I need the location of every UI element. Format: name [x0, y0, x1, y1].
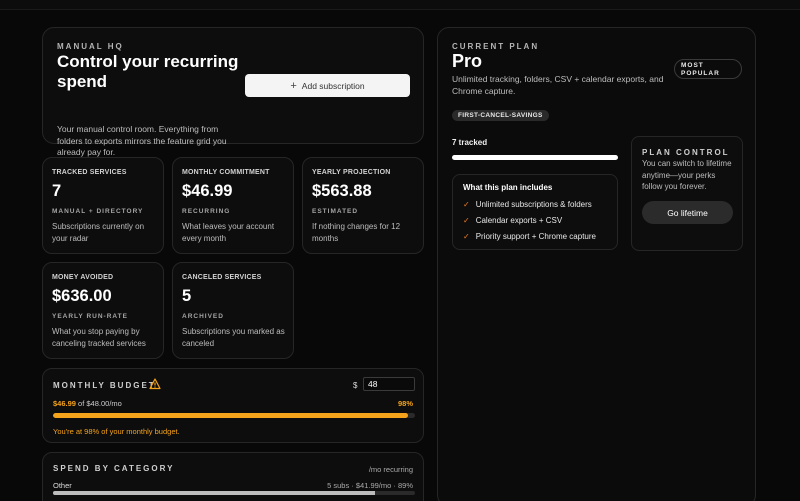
stat-sub: RECURRING: [182, 208, 231, 215]
plan-name: Pro: [452, 51, 483, 71]
stat-sub: ARCHIVED: [182, 313, 224, 320]
budget-title: MONTHLY BUDGET: [53, 381, 156, 390]
stat-desc: What you stop paying by canceling tracke…: [52, 327, 146, 348]
stat-label: MONTHLY COMMITMENT: [182, 169, 270, 176]
budget-currency: $: [353, 381, 358, 390]
tracked-progress-fill: [452, 155, 618, 160]
stat-sub: ESTIMATED: [312, 208, 359, 215]
category-title: SPEND BY CATEGORY: [53, 464, 175, 473]
plan-control-card: PLAN CONTROL You can switch to lifetime …: [631, 136, 743, 251]
feature-label: Unlimited subscriptions & folders: [475, 200, 592, 209]
add-subscription-label: Add subscription: [301, 80, 365, 91]
budget-spent: $46.99 of $48.00/mo: [53, 399, 122, 408]
page-title: Control your recurring spend: [57, 52, 239, 91]
current-plan-card: CURRENT PLAN Pro Unlimited tracking, fol…: [437, 27, 756, 501]
budget-progress-bar: [53, 413, 415, 418]
check-icon: ✓: [463, 216, 470, 225]
stat-value: $46.99: [182, 182, 233, 200]
stat-label: MONEY AVOIDED: [52, 274, 114, 281]
feature-item: ✓ Priority support + Chrome capture: [463, 232, 596, 241]
warning-icon: [149, 378, 161, 390]
monthly-budget-card: MONTHLY BUDGET $ $46.99 of $48.00/mo 98%…: [42, 368, 424, 443]
stat-desc: Subscriptions you marked as canceled: [182, 327, 285, 348]
plan-eyebrow: CURRENT PLAN: [452, 42, 540, 51]
category-bar-fill: [53, 491, 376, 495]
stat-label: YEARLY PROJECTION: [312, 169, 391, 176]
add-subscription-button[interactable]: + Add subscription: [245, 74, 410, 97]
most-popular-badge: MOST POPULAR: [674, 59, 742, 79]
hero-eyebrow: MANUAL HQ: [57, 42, 124, 51]
stat-tracked-services: TRACKED SERVICES 7 MANUAL + DIRECTORY Su…: [42, 157, 164, 254]
stat-value: $636.00: [52, 287, 112, 305]
plus-icon: +: [290, 79, 297, 92]
plan-control-description: You can switch to lifetime anytime—your …: [642, 159, 732, 191]
stat-money-avoided: MONEY AVOIDED $636.00 YEARLY RUN-RATE Wh…: [42, 262, 164, 359]
budget-percent: 98%: [397, 399, 413, 408]
feature-label: Calendar exports + CSV: [475, 216, 563, 225]
category-meta: 5 subs · $41.99/mo · 89%: [327, 481, 413, 490]
feature-label: Priority support + Chrome capture: [475, 232, 596, 241]
stat-label: CANCELED SERVICES: [182, 274, 262, 281]
hero-description: Your manual control room. Everything fro…: [57, 124, 227, 157]
feature-item: ✓ Unlimited subscriptions & folders: [463, 200, 592, 209]
tracked-count: 7 tracked: [452, 138, 488, 147]
stat-yearly-projection: YEARLY PROJECTION $563.88 ESTIMATED If n…: [302, 157, 424, 254]
go-lifetime-button[interactable]: Go lifetime: [642, 201, 733, 224]
stat-desc: If nothing changes for 12 months: [312, 222, 401, 243]
budget-of-text: of $48.00/mo: [78, 399, 122, 408]
stat-value: 7: [52, 182, 62, 200]
stat-value: $563.88: [312, 182, 372, 200]
check-icon: ✓: [463, 200, 470, 209]
budget-progress-fill: [53, 413, 408, 418]
plan-includes-card: What this plan includes ✓ Unlimited subs…: [452, 174, 618, 250]
plan-description: Unlimited tracking, folders, CSV + calen…: [452, 74, 664, 96]
stat-desc: Subscriptions currently on your radar: [52, 222, 145, 243]
budget-input[interactable]: [363, 377, 415, 391]
includes-title: What this plan includes: [463, 183, 553, 192]
budget-spent-amount: $46.99: [53, 399, 76, 408]
category-bar: [53, 491, 415, 495]
stat-desc: What leaves your account every month: [182, 222, 275, 243]
check-icon: ✓: [463, 232, 470, 241]
stat-monthly-commitment: MONTHLY COMMITMENT $46.99 RECURRING What…: [172, 157, 294, 254]
category-unit: /mo recurring: [368, 465, 413, 474]
stat-value: 5: [182, 287, 192, 305]
hero-card: MANUAL HQ Control your recurring spend Y…: [42, 27, 424, 157]
stat-sub: YEARLY RUN-RATE: [52, 313, 128, 320]
stat-label: TRACKED SERVICES: [52, 169, 127, 176]
category-name: Other: [53, 481, 72, 490]
budget-note: You're at 98% of your monthly budget.: [53, 427, 180, 436]
spend-by-category-card: SPEND BY CATEGORY /mo recurring Other 5 …: [42, 452, 424, 501]
top-bar: [0, 0, 800, 10]
promo-pill: FIRST-CANCEL-SAVINGS: [452, 110, 549, 121]
stat-sub: MANUAL + DIRECTORY: [52, 208, 144, 215]
plan-control-title: PLAN CONTROL: [642, 148, 730, 157]
tracked-progress-bar: [452, 155, 618, 160]
stat-canceled-services: CANCELED SERVICES 5 ARCHIVED Subscriptio…: [172, 262, 294, 359]
feature-item: ✓ Calendar exports + CSV: [463, 216, 562, 225]
